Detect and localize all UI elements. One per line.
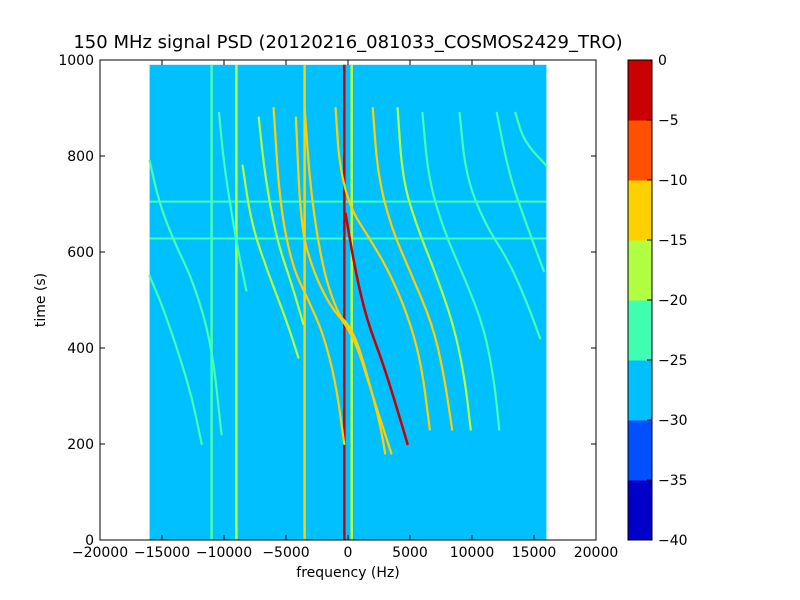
- colorbar-tick-label: −5: [658, 113, 679, 129]
- x-tick-label: −10000: [196, 545, 252, 561]
- x-tick-label: 10000: [450, 545, 495, 561]
- chart-title: 150 MHz signal PSD (20120216_081033_COSM…: [73, 32, 622, 53]
- colorbar-segment: [628, 300, 652, 361]
- doppler-trace: [421, 111, 501, 431]
- colorbar-tick-label: −20: [658, 293, 688, 309]
- y-axis-ticks: 0 200 400 600 800 1000: [58, 53, 596, 549]
- doppler-trace: [148, 159, 223, 436]
- y-tick-label: 200: [67, 437, 94, 453]
- doppler-trace: [241, 164, 300, 359]
- colorbar-tick-label: 0: [658, 53, 667, 69]
- doppler-trace: [396, 106, 472, 431]
- doppler-trace: [495, 111, 546, 273]
- x-tick-label: 0: [344, 545, 353, 561]
- psd-heatmap: [148, 64, 548, 540]
- y-tick-label: 400: [67, 341, 94, 357]
- doppler-trace: [294, 116, 393, 455]
- x-tick-label: −15000: [134, 545, 190, 561]
- colorbar-segment: [628, 420, 652, 481]
- colorbar-tick-label: −15: [658, 233, 688, 249]
- colorbar-tick-label: −10: [658, 173, 688, 189]
- x-axis-label: frequency (Hz): [296, 565, 399, 581]
- doppler-trace: [334, 106, 431, 431]
- colorbar-segment: [628, 120, 652, 181]
- colorbar-segment: [628, 60, 652, 121]
- colorbar-tick-label: −35: [658, 473, 688, 489]
- colorbar-segment: [628, 360, 652, 421]
- doppler-trace: [344, 212, 409, 446]
- doppler-trace: [148, 274, 203, 446]
- y-tick-label: 600: [67, 245, 94, 261]
- colorbar-segment: [628, 480, 652, 541]
- x-tick-label: 15000: [512, 545, 557, 561]
- doppler-trace: [371, 106, 454, 431]
- x-tick-label: −20000: [72, 545, 128, 561]
- x-axis-ticks: −20000 −15000 −10000 −5000 0 5000 10000 15000 20…: [72, 60, 618, 561]
- heatmap-background: [149, 64, 547, 540]
- doppler-trace: [458, 111, 542, 340]
- doppler-trace: [217, 111, 248, 292]
- doppler-trace: [257, 116, 305, 326]
- colorbar-segment: [628, 180, 652, 241]
- y-tick-label: 800: [67, 149, 94, 165]
- x-tick-label: −5000: [262, 545, 309, 561]
- doppler-trace: [514, 111, 548, 167]
- x-tick-label: 20000: [574, 545, 619, 561]
- colorbar-segment: [628, 240, 652, 301]
- colorbar-tick-label: −40: [658, 533, 688, 549]
- y-axis-label: time (s): [33, 273, 49, 327]
- colorbar-tick-label: −25: [658, 353, 688, 369]
- x-tick-label: 5000: [392, 545, 428, 561]
- colorbar: −40 −35 −30 −25 −20 −15 −10 −5 0: [627, 53, 688, 549]
- doppler-trace: [272, 106, 346, 446]
- y-tick-label: 1000: [58, 53, 94, 69]
- y-tick-label: 0: [85, 533, 94, 549]
- colorbar-tick-label: −30: [658, 413, 688, 429]
